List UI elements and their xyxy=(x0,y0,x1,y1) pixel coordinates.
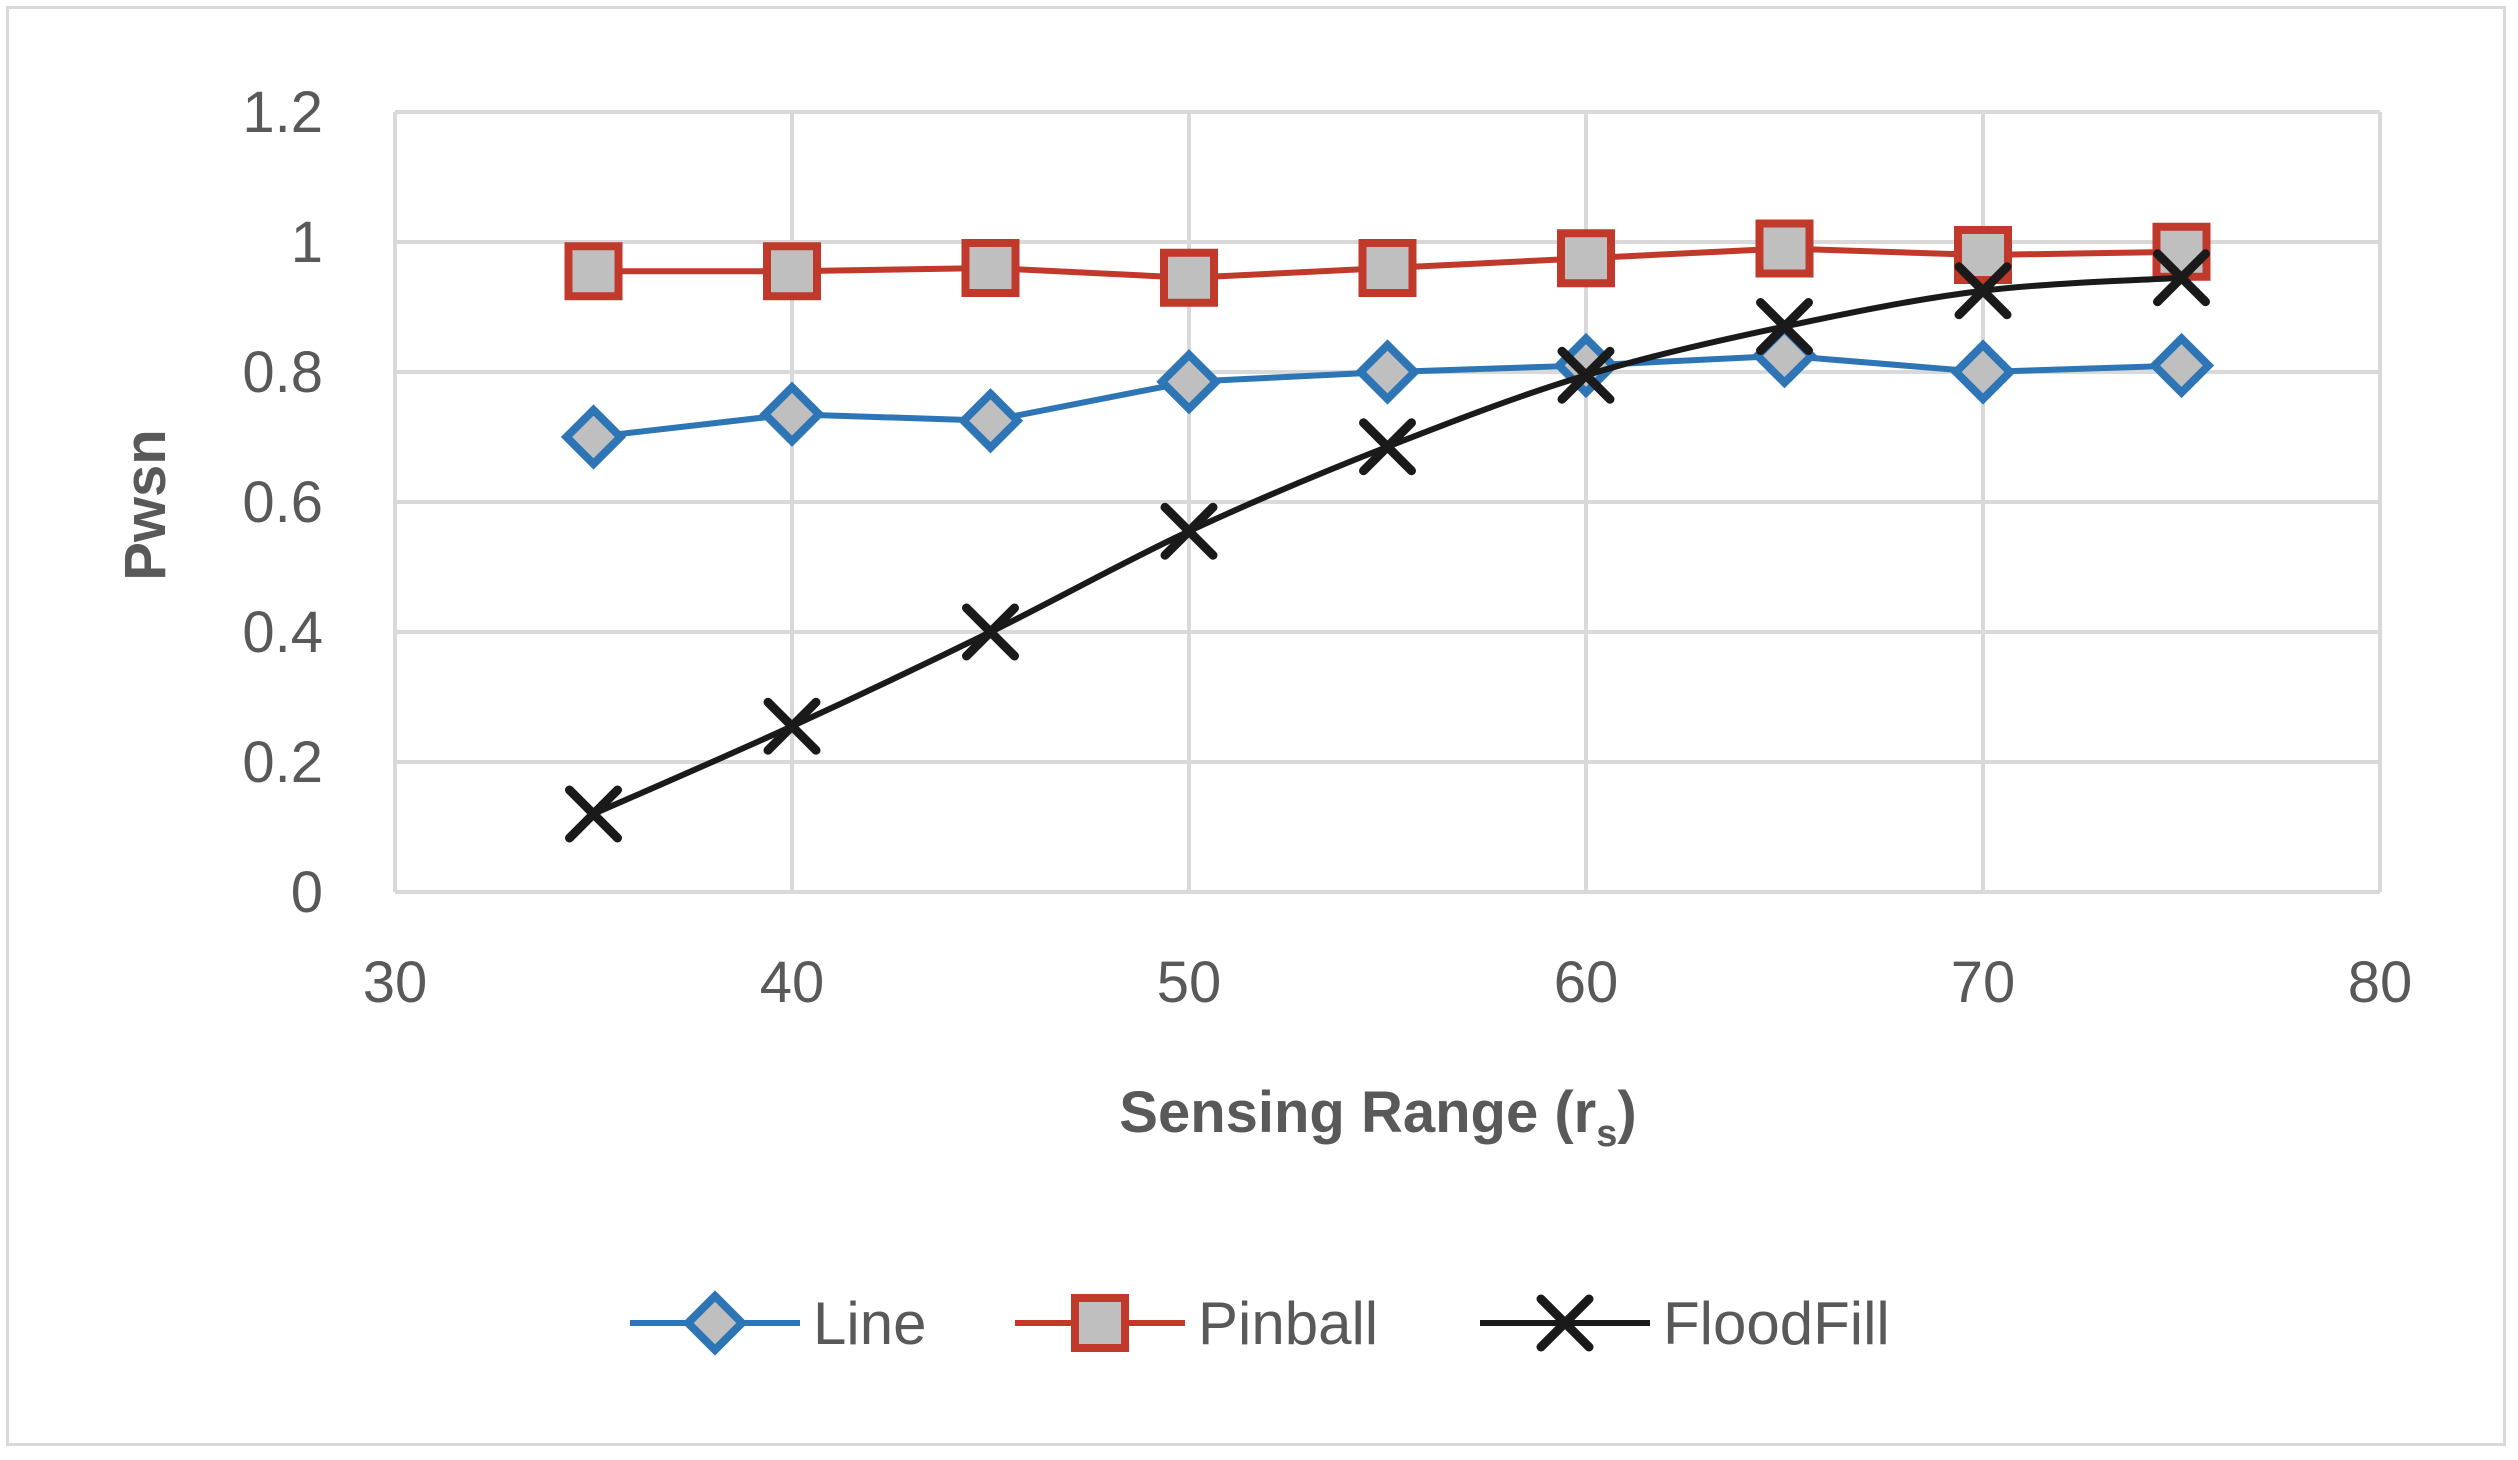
x-marker-stroke xyxy=(1536,1294,1594,1352)
chart-frame xyxy=(6,6,2506,1446)
diamond-marker xyxy=(1156,349,1222,415)
x-tick-label: 30 xyxy=(363,950,428,1015)
y-tick-label: 0.2 xyxy=(242,730,323,795)
x-tick-label: 80 xyxy=(2348,950,2413,1015)
series-line xyxy=(560,323,2215,470)
legend-label: FloodFill xyxy=(1663,1290,1890,1357)
square-marker xyxy=(763,242,821,301)
series-group xyxy=(560,219,2215,843)
y-tick-label: 0.4 xyxy=(242,600,323,665)
square-marker xyxy=(961,239,1020,297)
x-marker-stroke xyxy=(1756,298,1813,355)
axes: 0 0.2 0.4 0.6 0.8 1 1.2 30 40 50 60 70 80 xyxy=(242,80,2412,1015)
diamond-marker xyxy=(1751,323,1818,389)
x-marker-stroke xyxy=(962,603,1019,661)
legend: Line Pinball FloodFill xyxy=(630,1290,1890,1357)
diamond-marker xyxy=(560,404,627,470)
x-marker-stroke xyxy=(1557,346,1615,404)
x-marker xyxy=(1359,418,1416,476)
x-marker xyxy=(962,603,1019,661)
x-axis-title-suffix: ) xyxy=(1617,1080,1636,1145)
x-marker-stroke xyxy=(1359,418,1416,476)
y-tick-label: 0.8 xyxy=(242,340,323,405)
diamond-marker xyxy=(759,381,825,447)
y-axis-title: Pwsn xyxy=(113,429,178,581)
gridlines xyxy=(395,110,2382,892)
y-tick-label: 0.6 xyxy=(242,470,323,535)
x-axis-title-subscript: s xyxy=(1596,1113,1617,1155)
diamond-marker xyxy=(1354,339,1421,405)
x-axis-title: Sensing Range (rs) xyxy=(1119,1080,1636,1155)
x-marker xyxy=(1536,1294,1594,1352)
diamond-marker xyxy=(1553,332,1619,399)
square-marker xyxy=(1358,239,1417,297)
square-marker xyxy=(1755,219,1814,278)
diamond-marker xyxy=(2148,332,2215,399)
x-marker xyxy=(763,697,821,755)
x-marker xyxy=(1756,298,1813,355)
legend-item-pinball: Pinball xyxy=(1015,1290,1378,1357)
x-marker xyxy=(1954,262,2012,320)
square-marker xyxy=(564,242,623,301)
square-marker xyxy=(2152,222,2211,281)
square-marker xyxy=(1160,248,1218,307)
x-tick-label: 40 xyxy=(760,950,825,1015)
x-marker xyxy=(2153,249,2210,307)
legend-label: Line xyxy=(813,1290,926,1357)
x-tick-label: 50 xyxy=(1157,950,1222,1015)
x-marker xyxy=(565,785,622,843)
legend-item-floodfill: FloodFill xyxy=(1480,1290,1890,1357)
square-marker xyxy=(1071,1294,1129,1352)
x-marker-stroke xyxy=(1160,502,1218,560)
y-tick-label: 1.2 xyxy=(242,80,323,145)
x-marker-stroke xyxy=(1954,262,2012,320)
x-marker xyxy=(1160,502,1218,560)
x-tick-label: 70 xyxy=(1951,950,2016,1015)
x-tick-label: 60 xyxy=(1554,950,1619,1015)
diamond-marker xyxy=(957,388,1024,454)
diamond-marker xyxy=(1950,339,2016,405)
series-floodfill xyxy=(565,249,2210,843)
y-tick-label: 0 xyxy=(291,860,323,925)
x-marker xyxy=(1557,346,1615,404)
x-marker-stroke xyxy=(2153,249,2210,307)
diamond-marker xyxy=(682,1290,748,1356)
x-marker-stroke xyxy=(763,697,821,755)
x-axis-title-main: Sensing Range (r xyxy=(1119,1080,1596,1145)
legend-label: Pinball xyxy=(1198,1290,1378,1357)
x-marker-stroke xyxy=(565,785,622,843)
y-tick-label: 1 xyxy=(291,210,323,275)
legend-item-line: Line xyxy=(630,1290,926,1357)
square-marker xyxy=(1557,229,1615,288)
